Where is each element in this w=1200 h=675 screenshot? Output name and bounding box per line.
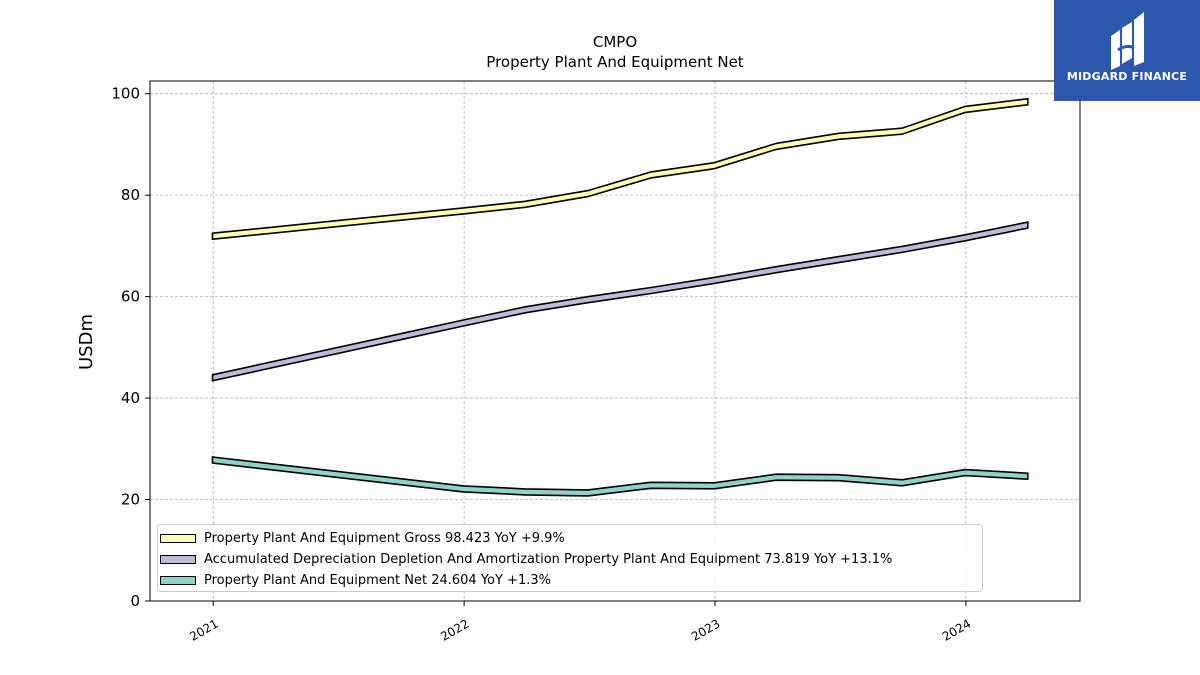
logo-mark-icon [1111, 12, 1144, 70]
y-tick-label: 40 [121, 389, 140, 407]
legend-swatch [160, 533, 196, 543]
series-group [211, 97, 1029, 497]
series-line [211, 221, 1029, 382]
series-line [211, 97, 1029, 241]
y-axis: 0 20 40 60 80 100 [111, 85, 150, 610]
y-tick-label: 0 [130, 592, 140, 610]
y-tick-label: 100 [111, 85, 140, 103]
y-tick-label: 80 [121, 186, 140, 204]
series-line [211, 456, 1029, 497]
x-axis: 2021 2022 2023 2024 [187, 601, 973, 644]
brand-logo: MIDGARD FINANCE [1054, 0, 1200, 101]
legend-label: Accumulated Depreciation Depletion And A… [204, 551, 893, 567]
legend: Property Plant And Equipment Gross 98.42… [157, 524, 983, 592]
y-tick-label: 60 [121, 288, 140, 306]
chart-title: CMPO [593, 33, 637, 51]
legend-item: Property Plant And Equipment Net 24.604 … [160, 571, 551, 589]
y-tick-label: 20 [121, 491, 140, 509]
x-tick-label: 2022 [438, 616, 471, 643]
chart-subtitle: Property Plant And Equipment Net [486, 53, 743, 71]
legend-item: Property Plant And Equipment Gross 98.42… [160, 529, 565, 547]
x-tick-label: 2023 [689, 616, 722, 643]
plot-frame [149, 80, 1081, 602]
brand-name: MIDGARD FINANCE [1066, 70, 1188, 83]
x-tick-label: 2021 [187, 616, 220, 643]
legend-item: Accumulated Depreciation Depletion And A… [160, 550, 892, 568]
legend-swatch [160, 554, 196, 564]
legend-label: Property Plant And Equipment Gross 98.42… [204, 530, 565, 546]
x-tick-label: 2024 [940, 616, 973, 643]
legend-swatch [160, 575, 196, 585]
grid-lines [150, 81, 1080, 602]
y-axis-label: USDm [76, 314, 97, 370]
legend-label: Property Plant And Equipment Net 24.604 … [204, 572, 551, 588]
